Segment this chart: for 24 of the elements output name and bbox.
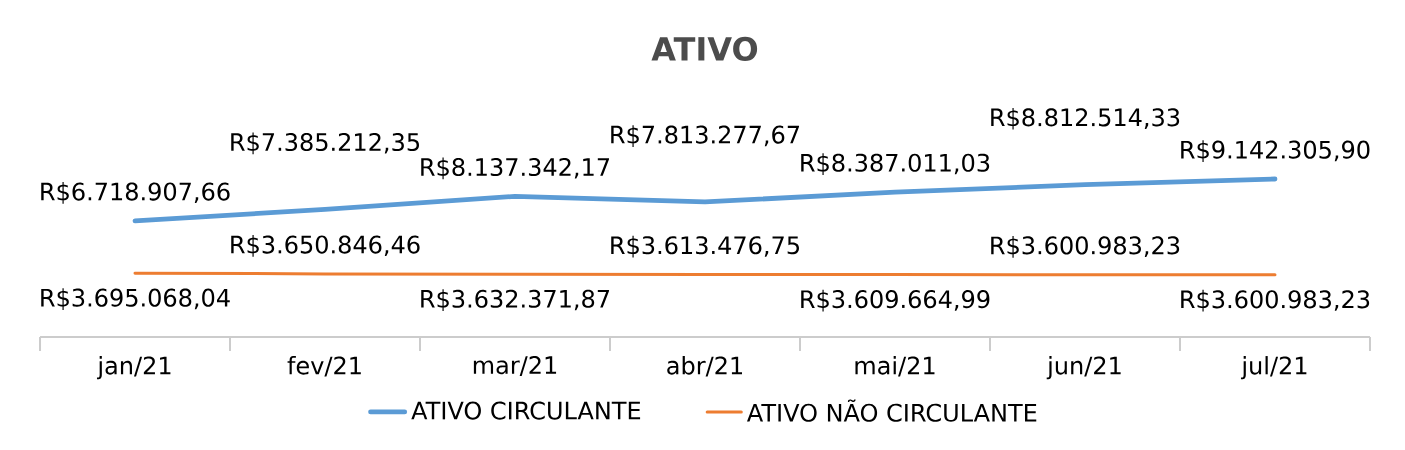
data-label: R$3.609.664,99 [801, 289, 990, 312]
data-label: R$8.812.514,33 [991, 107, 1180, 130]
chart-title: ATIVO [651, 36, 758, 61]
x-tick-label: jul/21 [1240, 356, 1307, 380]
x-tick-label: fev/21 [287, 356, 361, 377]
x-tick-label: mai/21 [855, 356, 935, 377]
data-label: R$3.600.983,23 [991, 235, 1180, 258]
x-tick-label: jan/21 [96, 356, 171, 380]
x-tick-label: abr/21 [667, 356, 742, 377]
data-label: R$9.142.305,90 [1181, 140, 1370, 162]
data-label: R$8.387.011,03 [801, 153, 990, 175]
data-label: R$3.600.983,23 [1181, 289, 1370, 312]
data-label: R$3.650.846,46 [231, 235, 420, 257]
data-label: R$3.632.371,87 [421, 289, 610, 312]
data-label: R$3.613.476,75 [611, 235, 799, 258]
data-label: R$6.718.907,66 [41, 182, 230, 204]
data-label: R$3.695.068,04 [41, 288, 230, 310]
data-label: R$8.137.342,17 [421, 157, 610, 180]
data-label: R$7.813.277,67 [611, 125, 800, 147]
x-tick-label: mar/21 [473, 356, 557, 377]
x-tick-label: jun/21 [1046, 356, 1121, 380]
legend-label: ATIVO CIRCULANTE [411, 401, 641, 420]
data-label: R$7.385.212,35 [231, 132, 419, 155]
legend-label: ATIVO NÃO CIRCULANTE [746, 399, 1037, 422]
